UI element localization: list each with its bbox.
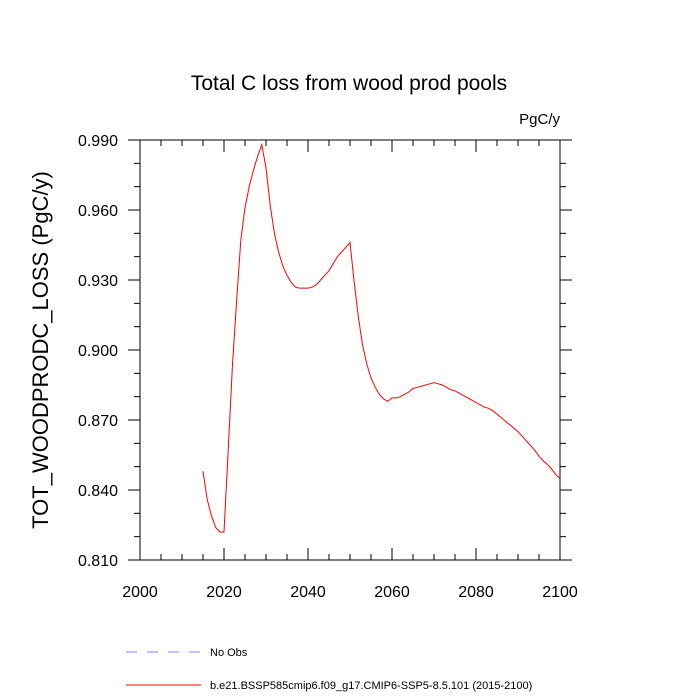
legend: No Obs b.e21.BSSP585cmip6.f09_g17.CMIP6-S… <box>126 647 532 692</box>
x-tick-label: 2080 <box>458 584 494 601</box>
legend-label-1: b.e21.BSSP585cmip6.f09_g17.CMIP6-SSP5-8.… <box>210 680 532 692</box>
x-tick-label: 2040 <box>290 584 326 601</box>
units-label: PgC/y <box>519 111 560 128</box>
y-tick-label: 0.840 <box>78 483 118 500</box>
series-layer <box>202 142 561 533</box>
x-tick-label: 2020 <box>206 584 242 601</box>
chart-title: Total C loss from wood prod pools <box>191 72 507 95</box>
axis-ticks <box>128 139 572 561</box>
y-tick-label: 0.870 <box>78 413 118 430</box>
y-tick-label: 0.990 <box>78 133 118 150</box>
y-tick-label: 0.810 <box>78 553 118 570</box>
y-tick-label: 0.930 <box>78 273 118 290</box>
plot-frame <box>139 139 561 561</box>
x-tick-label: 2060 <box>374 584 410 601</box>
x-tick-label: 2100 <box>542 584 578 601</box>
y-axis-label: TOT_WOODPRODC_LOSS (PgC/y) <box>28 171 53 529</box>
x-tick-labels: 2000 2020 2040 2060 2080 2100 <box>122 584 578 601</box>
y-tick-labels: 0.810 0.840 0.870 0.900 0.930 0.960 0.990 <box>78 133 118 570</box>
series-line-1 <box>202 142 561 533</box>
y-tick-label: 0.900 <box>78 343 118 360</box>
legend-label-0: No Obs <box>210 647 248 659</box>
x-tick-label: 2000 <box>122 584 158 601</box>
y-tick-label: 0.960 <box>78 203 118 220</box>
